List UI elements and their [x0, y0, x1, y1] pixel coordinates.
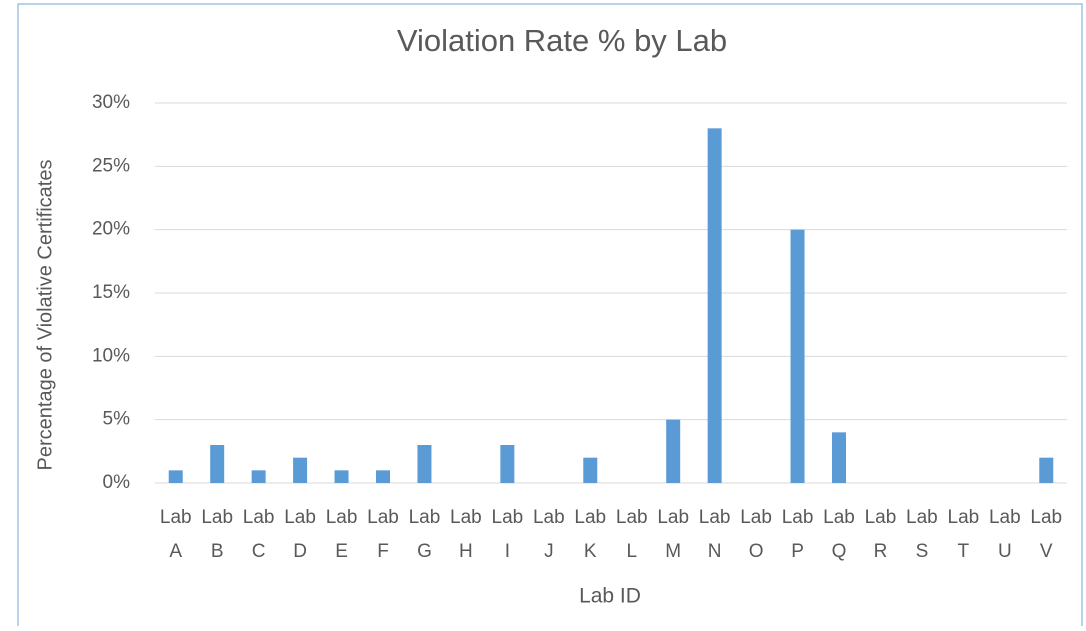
x-tick-label: Lab H — [450, 507, 482, 562]
x-tick-label: Lab S — [906, 507, 938, 562]
x-tick-label: Lab P — [782, 507, 814, 562]
x-tick-label: Lab B — [201, 507, 233, 562]
y-tick-label: 5% — [103, 409, 131, 430]
x-tick-label: Lab Q — [823, 507, 855, 562]
x-tick-label: Lab A — [160, 507, 192, 562]
y-tick-label: 20% — [92, 219, 130, 240]
chart-border — [17, 3, 1083, 631]
x-tick-label: Lab R — [865, 507, 897, 562]
x-tick-label: Lab F — [367, 507, 399, 562]
x-tick-label: Lab D — [284, 507, 316, 562]
x-tick-label: Lab I — [492, 507, 524, 562]
bar — [376, 470, 390, 483]
x-tick-label: Lab O — [740, 507, 772, 562]
x-tick-label: Lab E — [326, 507, 358, 562]
x-tick-label: Lab M — [657, 507, 689, 562]
bar — [168, 470, 183, 483]
bar — [293, 457, 308, 483]
bar — [1039, 457, 1054, 483]
x-tick-label: Lab U — [989, 507, 1021, 562]
bar — [334, 470, 349, 483]
x-tick-label: Lab N — [699, 507, 731, 562]
y-tick-label: 10% — [92, 345, 130, 366]
x-axis-title: Lab ID — [579, 585, 641, 608]
y-tick-label: 0% — [103, 472, 131, 493]
y-tick-label: 30% — [92, 92, 130, 113]
bar — [790, 229, 805, 483]
bar — [832, 432, 846, 483]
x-tick-label: Lab K — [574, 507, 606, 562]
bar — [500, 445, 515, 483]
bar — [417, 445, 432, 483]
y-tick-label: 15% — [92, 282, 130, 303]
x-tick-label: Lab L — [616, 507, 648, 562]
bar — [707, 128, 722, 484]
bar — [210, 445, 225, 483]
y-tick-label: 25% — [92, 155, 130, 176]
bar — [666, 419, 681, 483]
x-tick-label: Lab C — [243, 507, 275, 562]
bar — [583, 457, 598, 483]
x-tick-label: Lab G — [409, 507, 441, 562]
x-tick-label: Lab V — [1030, 507, 1062, 562]
x-tick-label: Lab J — [533, 507, 565, 562]
chart-title: Violation Rate % by Lab — [397, 23, 727, 58]
x-tick-label: Lab T — [948, 507, 980, 562]
bar — [251, 470, 266, 483]
y-axis-title: Percentage of Violative Certificates — [34, 160, 56, 471]
